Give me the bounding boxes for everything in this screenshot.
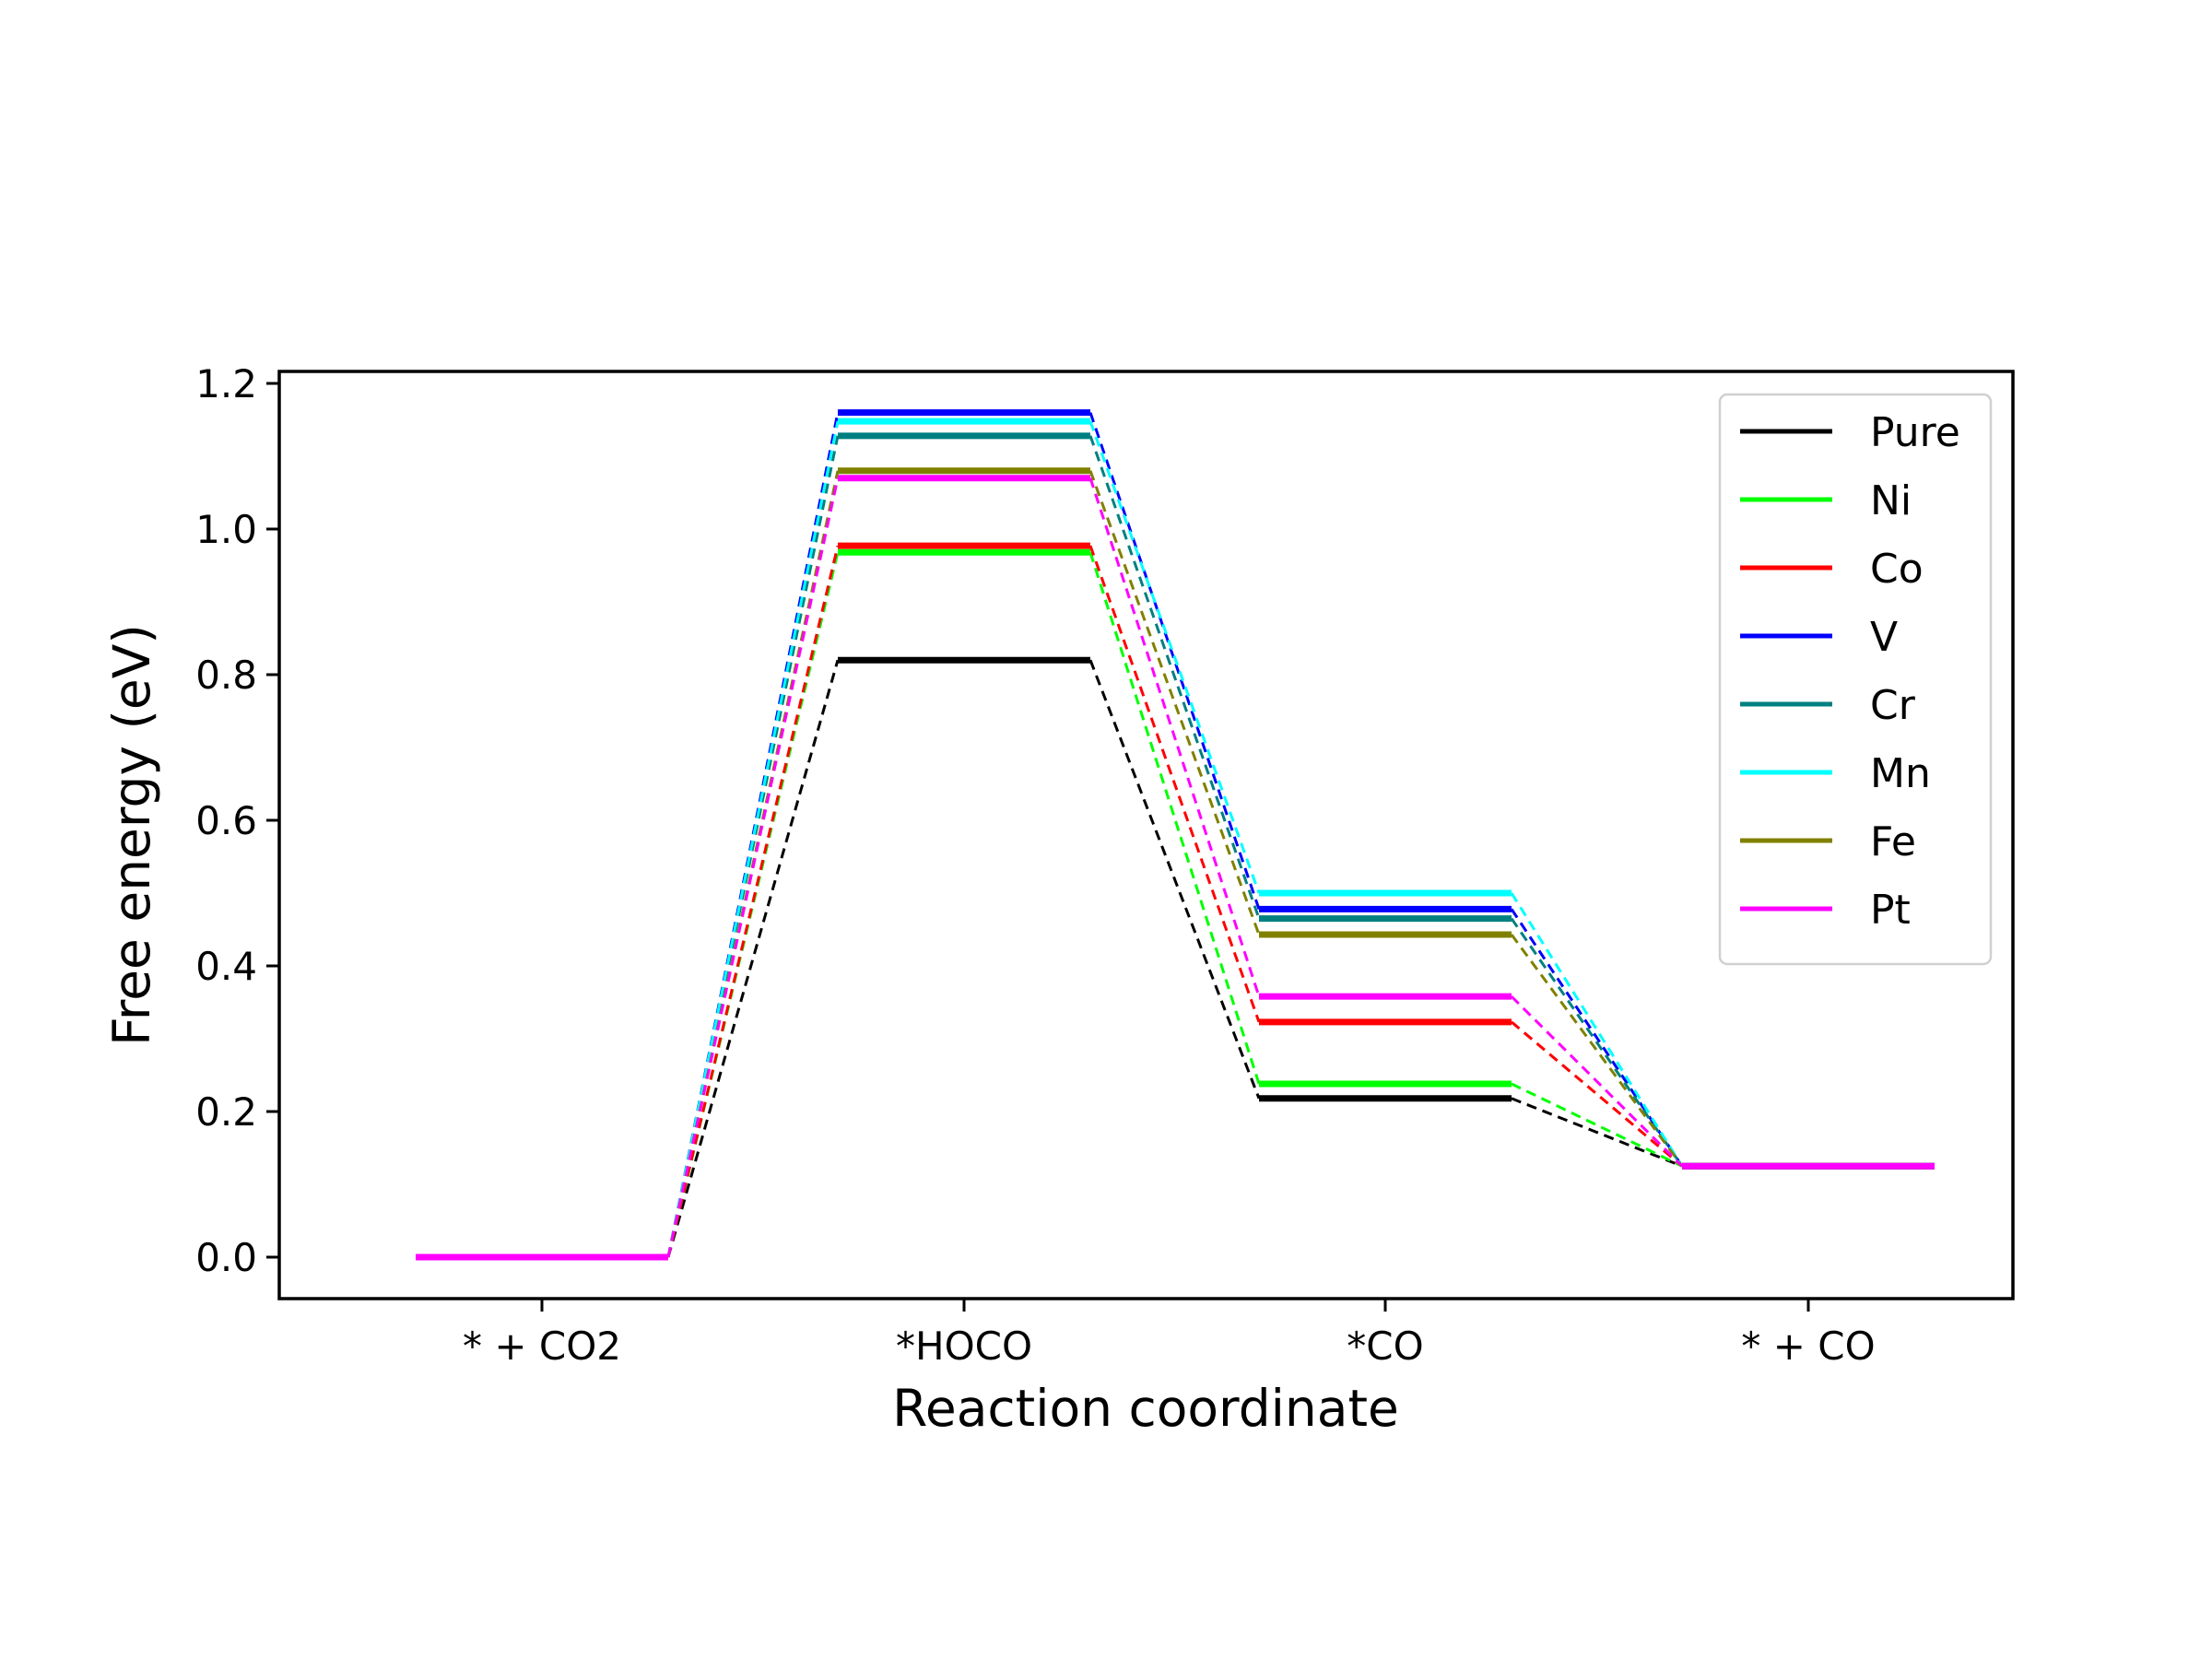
- x-tick-label: * + CO2: [463, 1324, 621, 1369]
- connector-cr-2: [1510, 917, 1684, 1168]
- legend-label-ni: Ni: [1870, 477, 1912, 524]
- x-tick-label: *HOCO: [896, 1324, 1032, 1369]
- plot-area: [416, 409, 1935, 1261]
- legend-label-fe: Fe: [1870, 818, 1916, 865]
- connector-co-0: [666, 545, 840, 1258]
- y-tick-label: 0.0: [195, 1235, 257, 1280]
- legend: Pure Ni Co V Cr Mn Fe Pt: [1718, 393, 1993, 966]
- legend-label-pure: Pure: [1870, 409, 1960, 456]
- legend-label-v: V: [1870, 614, 1898, 661]
- y-axis: 0.0 0.2 0.4 0.6 0.8 1.0 1.2: [195, 361, 279, 1280]
- connector-pure-1: [1088, 659, 1261, 1100]
- connector-v-0: [666, 412, 840, 1258]
- legend-label-co: Co: [1870, 546, 1924, 593]
- x-axis: * + CO2 *HOCO *CO * + CO: [463, 1299, 1876, 1369]
- connector-co-2: [1511, 1020, 1683, 1168]
- axes-frame: [277, 370, 2015, 1300]
- x-axis-label: Reaction coordinate: [892, 1379, 1399, 1438]
- connector-pt-2: [1510, 995, 1684, 1168]
- connector-mn-0: [666, 420, 840, 1258]
- connector-fe-2: [1510, 934, 1684, 1168]
- connector-pure-0: [666, 659, 840, 1258]
- x-tick-label: * + CO: [1741, 1324, 1875, 1369]
- y-axis-label: Free energy (eV): [102, 624, 161, 1046]
- connector-pt-1: [1088, 477, 1261, 997]
- connector-co-1: [1088, 545, 1261, 1023]
- y-tick-label: 1.2: [195, 361, 257, 406]
- y-tick-label: 0.4: [195, 944, 257, 989]
- connector-pure-2: [1511, 1097, 1683, 1168]
- connector-ni-2: [1511, 1082, 1683, 1168]
- connector-fe-1: [1088, 470, 1261, 935]
- y-tick-label: 0.6: [195, 798, 257, 843]
- connector-ni-1: [1088, 551, 1261, 1085]
- legend-label-cr: Cr: [1870, 682, 1916, 729]
- connector-v-1: [1088, 412, 1261, 910]
- x-tick-label: *CO: [1347, 1324, 1423, 1369]
- legend-label-mn: Mn: [1870, 750, 1931, 797]
- y-tick-label: 0.2: [195, 1089, 257, 1135]
- connector-cr-1: [1088, 435, 1261, 920]
- legend-label-pt: Pt: [1870, 887, 1911, 934]
- connector-mn-1: [1088, 420, 1261, 894]
- connector-pt-0: [666, 477, 840, 1258]
- y-tick-label: 0.8: [195, 653, 257, 698]
- connector-mn-2: [1510, 892, 1684, 1168]
- legend-box: [1718, 393, 1993, 966]
- y-tick-label: 1.0: [195, 507, 257, 552]
